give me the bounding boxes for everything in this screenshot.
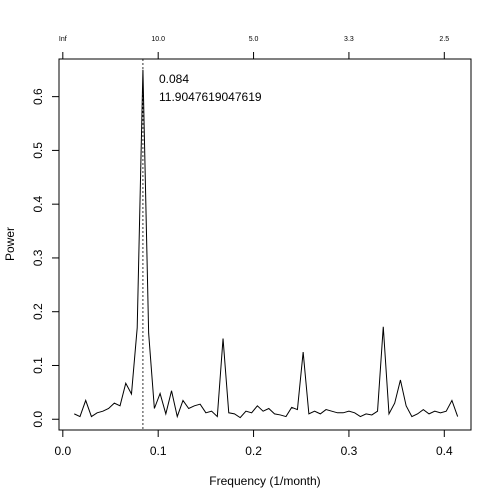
y-axis-label: Power [3,227,17,261]
y-tick-label: 0.3 [31,249,45,266]
annotation: 0.084 [159,72,189,86]
x-tick-label: 0.4 [436,444,453,458]
y-tick-label: 0.6 [31,88,45,105]
series-line [74,69,459,419]
x2-tick-label: 10.0 [151,36,165,43]
x2-tick-label: 5.0 [249,36,259,43]
plot-box [58,58,472,431]
x-tick-label: 0.0 [54,444,71,458]
annotation: 11.9047619047619 [159,90,262,104]
y-tick-label: 0.5 [31,142,45,159]
x2-tick-label: 2.5 [439,36,449,43]
x-tick-label: 0.2 [245,444,262,458]
x2-tick-label: 3.3 [344,36,354,43]
x-tick-label: 0.1 [150,444,167,458]
x-axis-label: Frequency (1/month) [209,474,320,488]
x-tick-label: 0.3 [341,444,358,458]
y-tick-label: 0.1 [31,357,45,374]
x2-tick-label: Inf [59,36,67,43]
y-tick-label: 0.2 [31,303,45,320]
y-tick-label: 0.4 [31,196,45,213]
y-tick-label: 0.0 [31,411,45,428]
